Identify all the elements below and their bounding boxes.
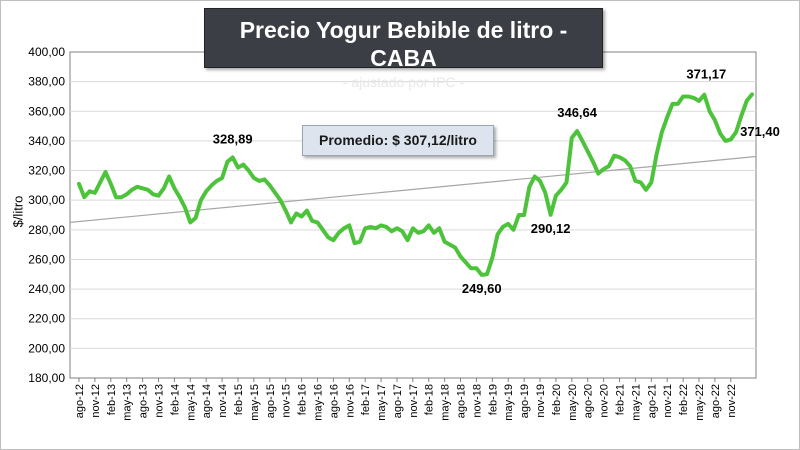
title-box: Precio Yogur Bebible de litro - CABA - a… [204, 8, 603, 90]
series-line-precio [77, 92, 754, 277]
chart-title: Precio Yogur Bebible de litro - CABA [239, 17, 568, 71]
plot-area [69, 51, 757, 379]
x-tick-label: nov-18 [471, 384, 483, 418]
x-tick-label: nov-16 [344, 384, 356, 418]
annotations: 328,89 249,60 290,12 346,64 371,17 371,40 [213, 67, 780, 296]
y-tick-label: 280,00 [28, 223, 65, 237]
x-tick-label: nov-19 [535, 384, 547, 418]
x-tick-label: may-21 [630, 384, 642, 421]
data-label: 249,60 [462, 281, 502, 296]
y-tick-label: 320,00 [28, 164, 65, 178]
x-tick-label: nov-15 [281, 384, 293, 418]
x-tick-label: nov-12 [90, 384, 102, 418]
y-axis-ticks: 400,00 380,00 360,00 340,00 320,00 300,00 280,… [28, 45, 65, 385]
x-tick-label: feb-14 [169, 384, 181, 415]
y-tick-label: 360,00 [28, 104, 65, 118]
y-tick-label: 400,00 [28, 45, 65, 59]
x-tick-label: ago-19 [519, 384, 531, 418]
data-label: 346,64 [557, 105, 598, 120]
x-tick-label: feb-19 [487, 384, 499, 415]
x-tick-label: feb-18 [424, 384, 436, 415]
x-tick-label: feb-15 [233, 384, 245, 415]
x-tick-label: ago-22 [710, 384, 722, 418]
y-tick-label: 220,00 [28, 312, 65, 326]
x-tick-label: nov-20 [599, 384, 611, 418]
x-tick-label: may-15 [249, 384, 261, 421]
x-tick-label: may-14 [185, 384, 197, 421]
x-tick-label: feb-17 [360, 384, 372, 415]
y-tick-label: 300,00 [28, 193, 65, 207]
average-label: Promedio: $ 307,12/litro [302, 125, 494, 156]
x-tick-label: nov-17 [408, 384, 420, 418]
y-tick-label: 200,00 [28, 341, 65, 355]
y-tick-label: 340,00 [28, 134, 65, 148]
x-tick-label: may-18 [440, 384, 452, 421]
x-tick-label: may-20 [567, 384, 579, 421]
data-label: 328,89 [213, 131, 253, 146]
x-tick-label: may-17 [376, 384, 388, 421]
x-tick-label: feb-22 [678, 384, 690, 415]
x-tick-label: ago-17 [392, 384, 404, 418]
x-tick-label: ago-16 [328, 384, 340, 418]
data-label: 371,17 [686, 67, 726, 82]
y-tick-label: 180,00 [28, 371, 65, 385]
x-tick-label: nov-21 [662, 384, 674, 418]
x-tick-label: may-22 [694, 384, 706, 421]
x-tick-label: ago-20 [583, 384, 595, 418]
x-tick-label: feb-13 [106, 384, 118, 415]
x-tick-label: ago-14 [201, 384, 213, 418]
y-axis-label: $/litro [10, 195, 26, 228]
x-axis-ticks: ago-12 nov-12 feb-13 may-13 ago-13 nov-13 feb-… [74, 378, 738, 421]
x-tick-label: ago-13 [138, 384, 150, 418]
x-tick-label: may-16 [312, 384, 324, 421]
x-tick-label: ago-12 [74, 384, 86, 418]
data-label: 290,12 [531, 221, 571, 236]
x-tick-label: nov-13 [153, 384, 165, 418]
chart-subtitle: - ajustado por IPC - [342, 74, 465, 90]
data-label: 371,40 [740, 124, 780, 139]
x-tick-label: nov-22 [726, 384, 738, 418]
x-tick-label: ago-18 [456, 384, 468, 418]
x-tick-label: ago-15 [265, 384, 277, 418]
x-tick-label: feb-20 [551, 384, 563, 415]
x-tick-label: ago-21 [646, 384, 658, 418]
x-tick-label: nov-14 [217, 384, 229, 418]
y-tick-label: 380,00 [28, 75, 65, 89]
x-tick-label: feb-16 [297, 384, 309, 415]
x-tick-label: feb-21 [615, 384, 627, 415]
y-tick-label: 240,00 [28, 282, 65, 296]
x-tick-label: may-13 [122, 384, 134, 421]
series-group [69, 92, 757, 277]
y-tick-label: 260,00 [28, 252, 65, 266]
x-tick-label: may-19 [503, 384, 515, 421]
